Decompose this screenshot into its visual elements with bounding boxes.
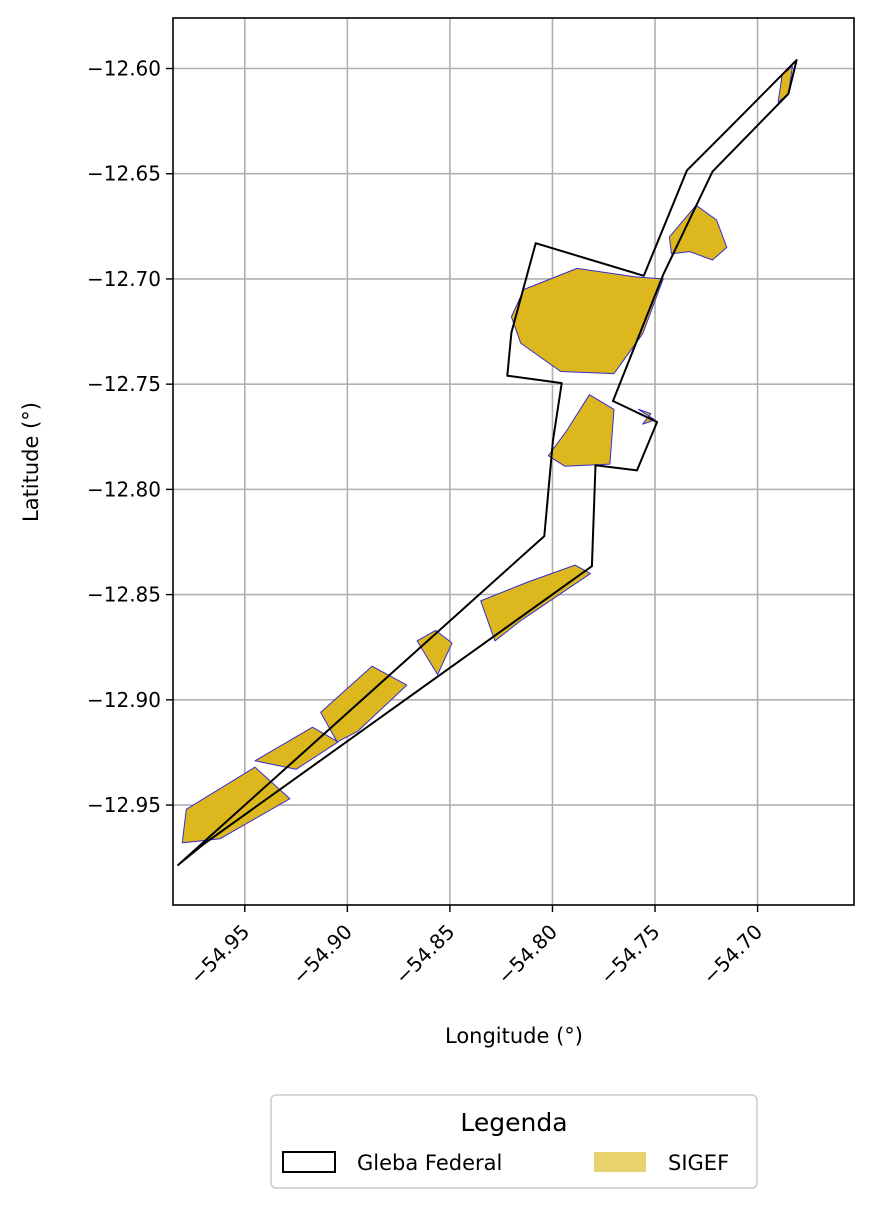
y-tick-label: −12.90 xyxy=(87,688,161,712)
y-tick-label: −12.95 xyxy=(87,793,161,817)
legend-title: Legenda xyxy=(460,1108,567,1137)
gleba-federal-boundary xyxy=(177,59,798,866)
sigef-parcel xyxy=(181,766,291,844)
y-axis-label: Latitude (°) xyxy=(19,402,43,522)
y-tick-label: −12.85 xyxy=(87,583,161,607)
y-tick-label: −12.75 xyxy=(87,372,161,396)
sigef-parcel xyxy=(638,408,656,425)
legend-swatch-sigef xyxy=(594,1152,646,1172)
map-layers xyxy=(177,59,798,866)
gleba-federal-layer xyxy=(177,59,798,866)
sigef-parcel xyxy=(320,665,408,743)
y-tick-label: −12.80 xyxy=(87,477,161,501)
sigef-parcel xyxy=(510,267,664,375)
sigef-layer xyxy=(181,65,793,844)
legend-label-sigef: SIGEF xyxy=(668,1151,729,1175)
plot-frame xyxy=(172,17,855,906)
sigef-parcel xyxy=(547,394,615,467)
legend-label-gleba: Gleba Federal xyxy=(357,1151,502,1175)
legend-swatch-gleba xyxy=(282,1151,336,1173)
legend: Legenda Gleba Federal SIGEF xyxy=(270,1094,758,1189)
y-tick-label: −12.70 xyxy=(87,267,161,291)
y-tick-label: −12.65 xyxy=(87,162,161,186)
x-axis-label: Longitude (°) xyxy=(445,1024,583,1048)
y-tick-label: −12.60 xyxy=(87,57,161,81)
grid-lines xyxy=(173,18,854,905)
sigef-parcel xyxy=(480,564,591,642)
